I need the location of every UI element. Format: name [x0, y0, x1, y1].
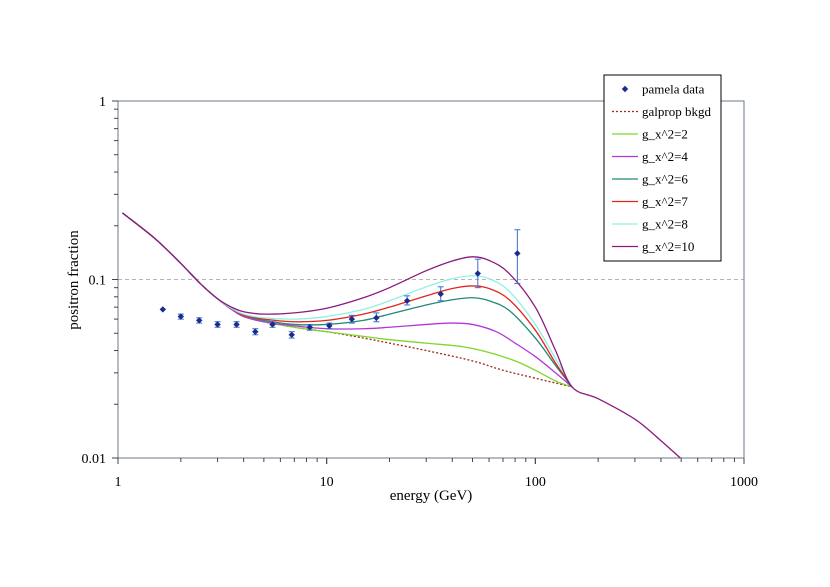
legend-label-g-x-2-2: g_x^2=2 — [642, 127, 688, 142]
legend-label-g-x-2-4: g_x^2=4 — [642, 149, 688, 164]
series-line-g-x-2-2 — [122, 212, 573, 388]
data-point-marker — [326, 322, 333, 330]
data-point-marker — [233, 321, 240, 328]
data-point-marker — [269, 321, 276, 328]
legend: pamela data galprop bkgd g_x^2=2 g_x^2=4 g_x… — [603, 74, 722, 262]
x-tick-label-10: 10 — [320, 475, 334, 490]
data-point-marker — [159, 306, 167, 313]
x-tick-label-1000: 1000 — [730, 475, 758, 490]
legend-label-g-x-2-8: g_x^2=8 — [642, 217, 688, 232]
y-tick-label-0.1: 0.1 — [89, 274, 107, 289]
data-point-marker — [306, 324, 313, 331]
series-line-g-x-2-6 — [122, 212, 573, 388]
y-tick-label-0.01: 0.01 — [82, 452, 107, 467]
data-point-marker — [177, 313, 185, 320]
data-point-marker — [288, 331, 295, 338]
series-line-g-x-2-4 — [122, 212, 573, 388]
legend-box — [603, 74, 722, 262]
legend-marker-pamela-data — [621, 85, 629, 93]
series-line-g-x-2-7 — [122, 212, 573, 388]
x-tick-label-1: 1 — [115, 475, 122, 490]
series-line-g-x-2-8 — [122, 212, 573, 388]
data-point-marker — [474, 270, 481, 277]
data-point-marker — [373, 314, 380, 322]
data-point-marker — [514, 250, 521, 257]
data-point-marker — [403, 297, 411, 304]
data-point-marker — [214, 321, 221, 328]
plot-area: 1 10 100 1000 1 0.1 0.01 — [82, 95, 759, 490]
legend-label-g-x-2-10: g_x^2=10 — [642, 239, 694, 254]
data-point-marker — [348, 315, 356, 323]
series-line-g-x-2-10 — [122, 212, 682, 458]
x-axis-title: energy (GeV) — [390, 488, 473, 504]
legend-label-g-x-2-7: g_x^2=7 — [642, 194, 688, 209]
curves — [122, 212, 682, 458]
y-axis-title: positron fraction — [66, 230, 82, 330]
series-line-galprop-bkgd — [122, 212, 573, 388]
data-point-marker — [437, 290, 444, 298]
legend-label-g-x-2-6: g_x^2=6 — [642, 172, 688, 187]
x-tick-label-100: 100 — [525, 475, 546, 490]
data-point-marker — [196, 317, 203, 324]
legend-label-pamela-data: pamela data — [642, 82, 705, 97]
y-tick-label-1: 1 — [99, 95, 106, 110]
legend-label-galprop-bkgd: galprop bkgd — [642, 104, 711, 119]
data-point-marker — [252, 328, 259, 335]
